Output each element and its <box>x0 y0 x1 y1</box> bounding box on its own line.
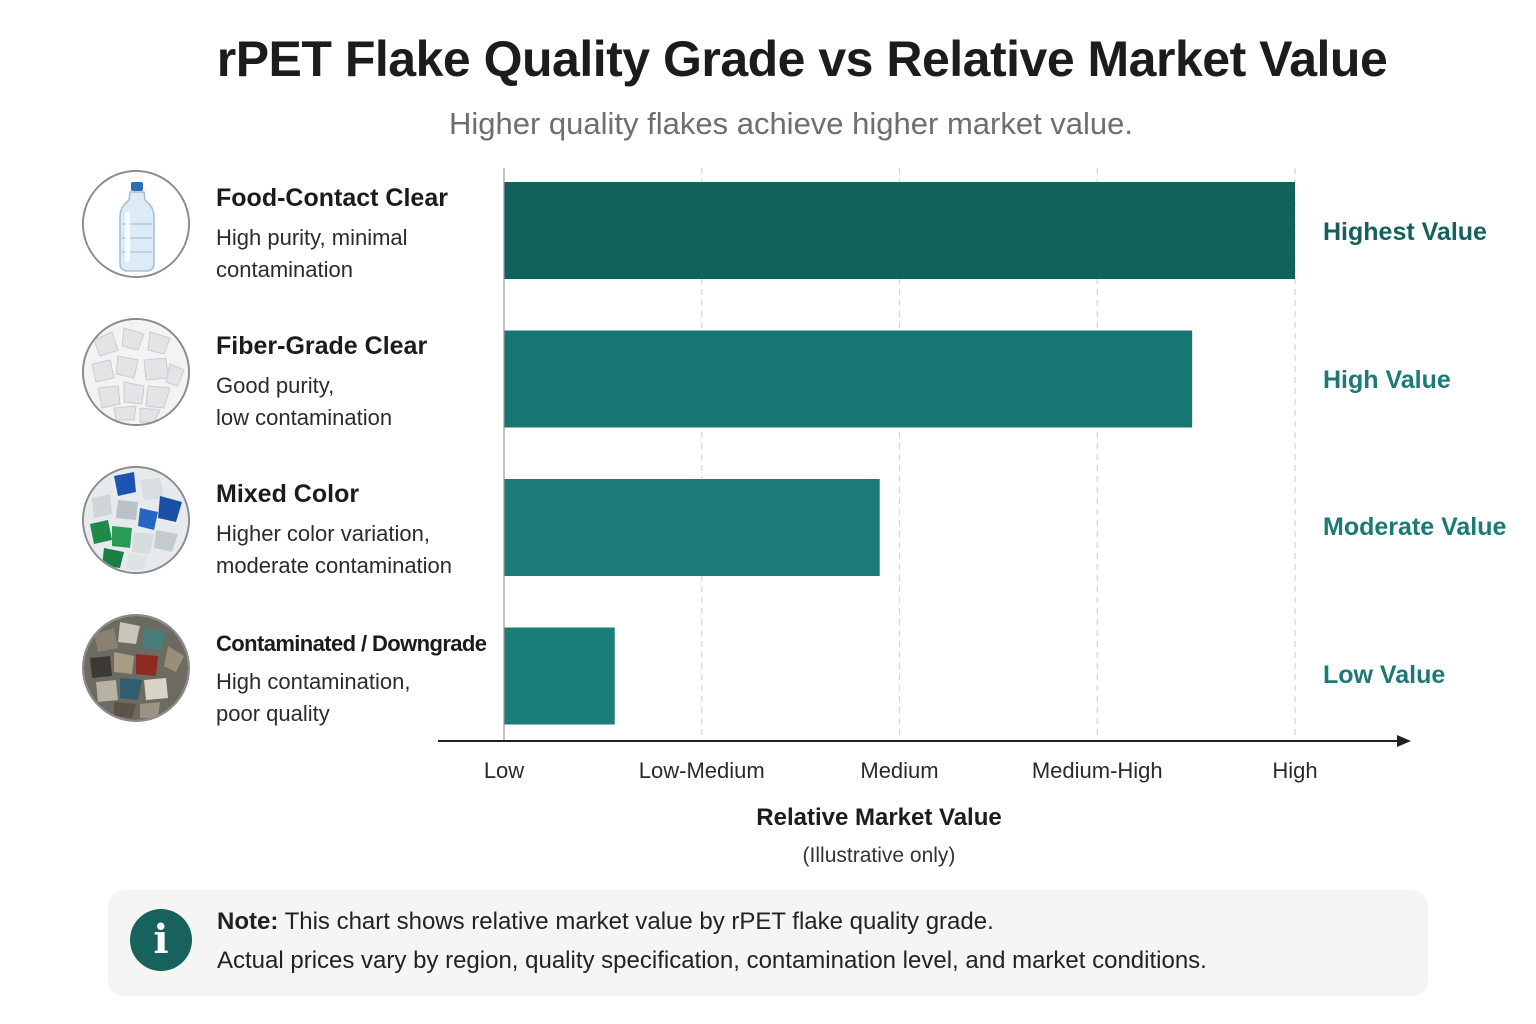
x-axis-arrow-icon <box>1397 735 1411 747</box>
category-fiber-grade-clear: Fiber-Grade Clear Good purity, low conta… <box>82 318 512 433</box>
contaminated-flakes-icon <box>82 614 190 722</box>
note-box: i Note: This chart shows relative market… <box>108 890 1428 996</box>
note-line-1: Note: This chart shows relative market v… <box>217 908 994 936</box>
bar-4 <box>504 627 615 725</box>
note-label: Note: <box>217 908 279 935</box>
value-label: Low Value <box>1323 661 1446 689</box>
x-tick-label: Medium-High <box>1032 758 1163 783</box>
bar-2 <box>504 330 1193 428</box>
clear-flakes-icon <box>82 318 190 426</box>
value-label: Highest Value <box>1323 218 1487 246</box>
category-contaminated-downgrade: Contaminated / Downgrade High contaminat… <box>82 614 512 729</box>
mixed-color-flakes-icon <box>82 466 190 574</box>
category-description: High contamination, poor quality <box>216 669 411 726</box>
category-name: Mixed Color <box>216 480 360 508</box>
category-mixed-color: Mixed Color Higher color variation, mode… <box>82 466 512 581</box>
note-line-2: Actual prices vary by region, quality sp… <box>217 947 1207 974</box>
x-tick-label: Low-Medium <box>639 758 765 783</box>
category-description: High purity, minimal contamination <box>216 225 408 282</box>
category-food-contact-clear: Food-Contact Clear High purity, minimal … <box>82 170 512 285</box>
chart-title: rPET Flake Quality Grade vs Relative Mar… <box>216 31 1388 87</box>
water-bottle-icon <box>82 170 190 278</box>
x-axis-title: Relative Market Value <box>756 804 1002 831</box>
x-tick-label: High <box>1272 758 1317 783</box>
value-label: High Value <box>1323 366 1451 394</box>
note-text-1: This chart shows relative market value b… <box>284 908 994 935</box>
category-description: Good purity, low contamination <box>216 373 393 430</box>
category-name: Contaminated / Downgrade <box>216 631 487 656</box>
bar-1 <box>504 182 1295 279</box>
value-label: Moderate Value <box>1323 513 1507 541</box>
x-tick-label: Low <box>484 758 524 783</box>
chart-subtitle: Higher quality flakes achieve higher mar… <box>448 106 1134 141</box>
category-description: Higher color variation, moderate contami… <box>216 521 453 578</box>
x-axis-note: (Illustrative only) <box>802 844 956 867</box>
category-name: Food-Contact Clear <box>216 184 448 212</box>
category-name: Fiber-Grade Clear <box>216 332 428 360</box>
info-icon: i <box>130 909 192 971</box>
bar-3 <box>504 479 880 576</box>
x-tick-label: Medium <box>860 758 938 783</box>
